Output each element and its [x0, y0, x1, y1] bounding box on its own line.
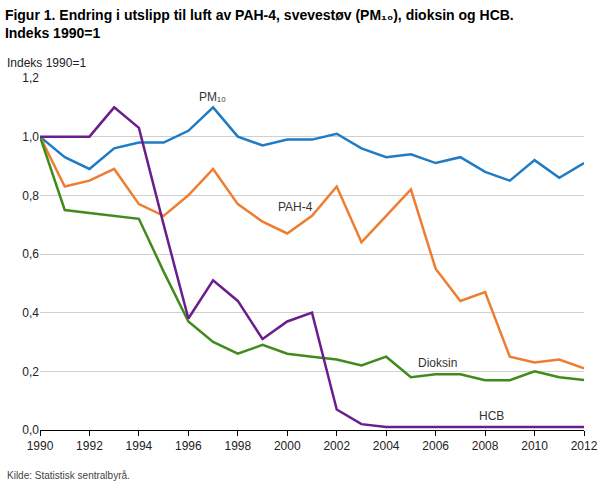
svg-text:2004: 2004: [373, 439, 400, 453]
svg-text:HCB: HCB: [479, 409, 504, 423]
svg-text:1,2: 1,2: [22, 71, 39, 85]
svg-text:2000: 2000: [274, 439, 301, 453]
svg-text:Dioksin: Dioksin: [418, 356, 457, 370]
svg-text:0,6: 0,6: [22, 247, 39, 261]
svg-text:1,0: 1,0: [22, 130, 39, 144]
svg-text:1998: 1998: [224, 439, 251, 453]
svg-text:2006: 2006: [422, 439, 449, 453]
svg-text:Kilde: Statistisk sentralbyrå.: Kilde: Statistisk sentralbyrå.: [7, 470, 130, 481]
svg-text:2002: 2002: [323, 439, 350, 453]
svg-text:2008: 2008: [472, 439, 499, 453]
svg-text:1994: 1994: [126, 439, 153, 453]
svg-text:PM₁₀: PM₁₀: [199, 90, 226, 104]
svg-text:0,8: 0,8: [22, 189, 39, 203]
svg-text:PAH-4: PAH-4: [278, 200, 313, 214]
svg-text:2012: 2012: [571, 439, 598, 453]
svg-text:Indeks 1990=1: Indeks 1990=1: [7, 56, 86, 70]
svg-text:2010: 2010: [521, 439, 548, 453]
svg-text:1996: 1996: [175, 439, 202, 453]
svg-text:0,2: 0,2: [22, 365, 39, 379]
svg-text:0,4: 0,4: [22, 306, 39, 320]
svg-text:Figur 1. Endring i utslipp til: Figur 1. Endring i utslipp til luft av P…: [5, 7, 514, 41]
svg-text:1992: 1992: [76, 439, 103, 453]
svg-text:0,0: 0,0: [22, 423, 39, 437]
svg-text:1990: 1990: [27, 439, 54, 453]
